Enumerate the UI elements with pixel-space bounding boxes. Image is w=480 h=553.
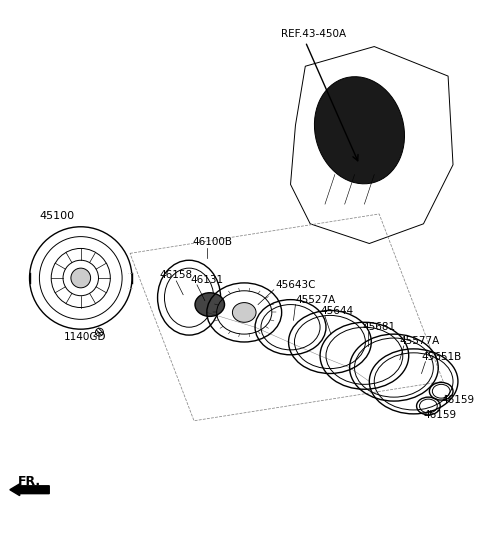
Text: FR.: FR.	[18, 475, 41, 488]
Text: 45681: 45681	[362, 322, 396, 332]
Ellipse shape	[232, 302, 256, 322]
Text: 45643C: 45643C	[276, 280, 316, 290]
Text: 1140GD: 1140GD	[64, 332, 107, 342]
Text: 46158: 46158	[159, 270, 192, 280]
Text: 46131: 46131	[190, 275, 223, 285]
Text: 45577A: 45577A	[400, 336, 440, 346]
Text: 45527A: 45527A	[296, 295, 336, 305]
Text: 46100B: 46100B	[192, 237, 232, 248]
Text: 45651B: 45651B	[421, 352, 462, 362]
Text: 45644: 45644	[320, 306, 353, 316]
FancyArrow shape	[10, 484, 49, 495]
Ellipse shape	[195, 293, 225, 316]
Ellipse shape	[71, 268, 91, 288]
Ellipse shape	[314, 77, 405, 184]
Text: 46159: 46159	[423, 410, 456, 420]
Text: REF.43-450A: REF.43-450A	[281, 29, 346, 39]
Text: 45100: 45100	[39, 211, 74, 221]
Text: 46159: 46159	[441, 395, 474, 405]
